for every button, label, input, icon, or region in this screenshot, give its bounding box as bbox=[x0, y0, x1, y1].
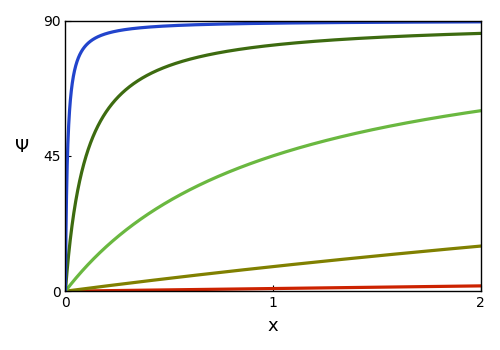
X-axis label: x: x bbox=[268, 317, 278, 335]
Y-axis label: Ψ: Ψ bbox=[15, 138, 29, 156]
